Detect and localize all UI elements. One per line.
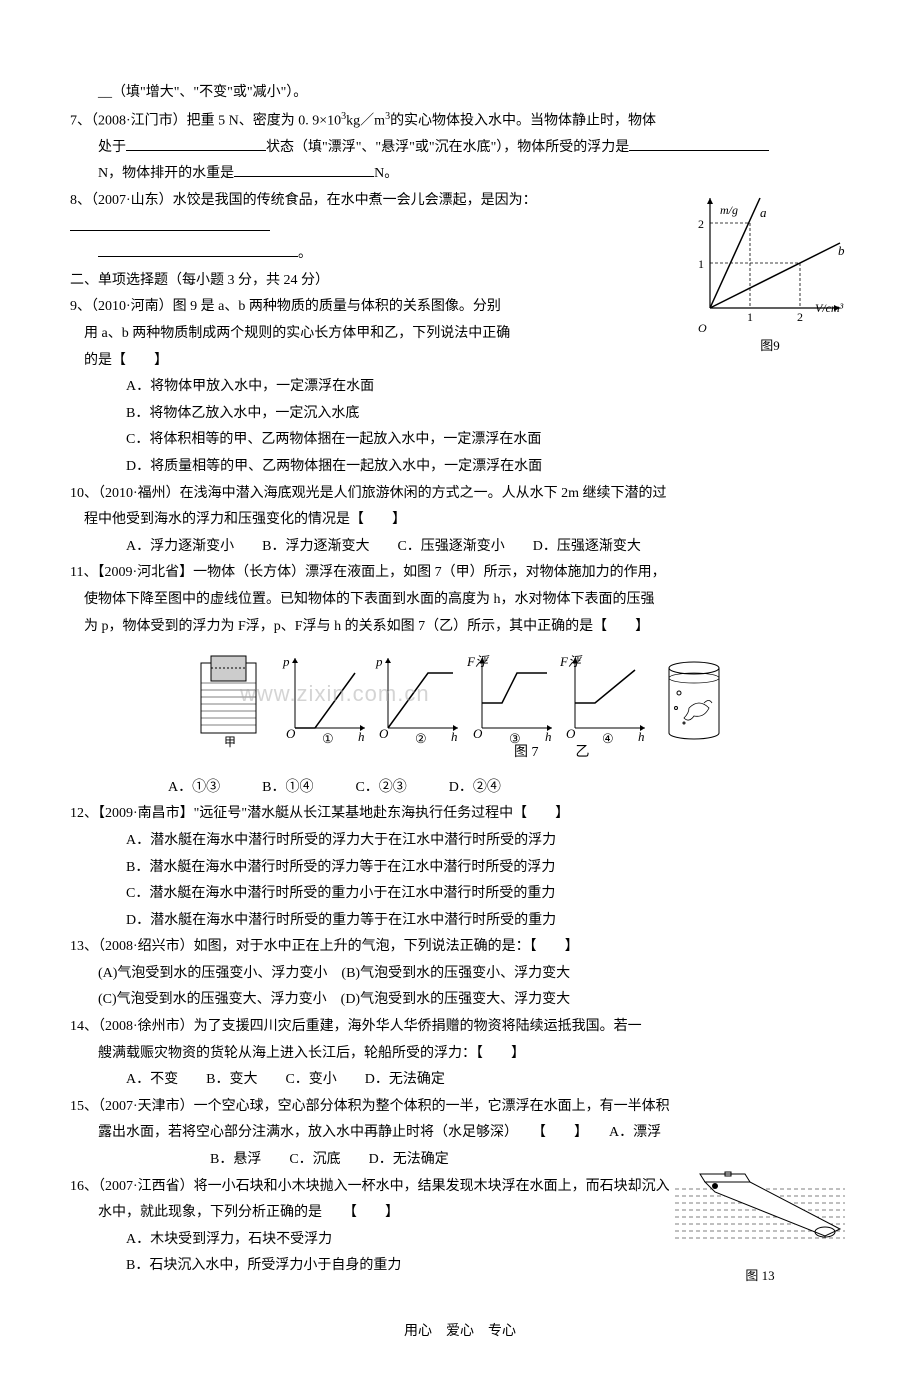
svg-text:O: O [286, 726, 296, 741]
q7-t1: 7、（2008·江门市）把重 5 N、密度为 0. 9×10 [70, 113, 341, 128]
q13-l3: (C)气泡受到水的压强变大、浮力变小 (D)气泡受到水的压强变大、浮力变大 [70, 987, 850, 1014]
q12-l1: 12、【2009·南昌市】"远征号"潜水艇从长江某基地赴东海执行任务过程中【 】 [70, 801, 850, 828]
q12-B: B．潜水艇在海水中潜行时所受的浮力等于在江水中潜行时所受的浮力 [70, 855, 850, 882]
fig9-b: b [838, 239, 845, 264]
svg-text:2: 2 [698, 217, 704, 231]
fig7-yi: 乙 [576, 745, 590, 760]
q12-C: C．潜水艇在海水中潜行时所受的重力小于在江水中潜行时所受的重力 [70, 881, 850, 908]
q7-l3a: N，物体排开的水重是 [98, 166, 234, 181]
q8-tail: 。 [298, 246, 312, 261]
q10-l1: 10、（2010·福州）在浅海中潜入海底观光是人们旅游休闲的方式之一。人从水下 … [70, 481, 850, 508]
fig9-O: O [698, 317, 707, 340]
blank [126, 136, 266, 151]
q11-opts: A．①③ B．①④ C．②③ D．②④ [70, 775, 850, 802]
q8-stem: 8、（2007·山东）水饺是我国的传统食品，在水中煮一会儿会漂起，是因为： [70, 193, 537, 208]
fig9-xlabel: V/cm³ [815, 297, 843, 320]
blank [98, 242, 298, 257]
q7-l2a: 处于 [98, 140, 126, 155]
svg-text:F浮: F浮 [467, 654, 490, 669]
svg-text:p: p [375, 654, 383, 669]
svg-text:O: O [379, 726, 389, 741]
blank [234, 162, 374, 177]
q6-tail: __（填"增大"、"不变"或"减小"）。 [70, 80, 850, 107]
q7-t2: kg／m [346, 113, 385, 128]
q14-l1: 14、（2008·徐州市）为了支援四川灾后重建，海外华人华侨捐赠的物资将陆续运抵… [70, 1014, 850, 1041]
q10-opts: A．浮力逐渐变小 B．浮力逐渐变大 C．压强逐渐变小 D．压强逐渐变大 [70, 534, 850, 561]
blank [70, 216, 270, 231]
q7-l3b: N。 [374, 166, 398, 181]
q12-D: D．潜水艇在海水中潜行时所受的重力等于在江水中潜行时所受的重力 [70, 908, 850, 935]
q7-line3: N，物体排开的水重是 N。 [70, 161, 850, 188]
svg-text:2: 2 [797, 310, 803, 324]
svg-text:O: O [473, 726, 483, 741]
q15-l1: 15、（2007·天津市）一个空心球，空心部分体积为整个体积的一半，它漂浮在水面… [70, 1094, 850, 1121]
q11-l3: 为 p，物体受到的浮力为 F浮，p、F浮与 h 的关系如图 7（乙）所示，其中正… [70, 614, 850, 641]
q13-l1: 13、（2008·绍兴市）如图，对于水中正在上升的气泡，下列说法正确的是：【 】 [70, 934, 850, 961]
figure-7-row: www.zixin.com.cn 甲 p h O ① p h O ② F [70, 648, 850, 767]
q10-l2: 程中他受到海水的浮力和压强变化的情况是【 】 [70, 507, 850, 534]
q12-A: A．潜水艇在海水中潜行时所受的浮力大于在江水中潜行时所受的浮力 [70, 828, 850, 855]
svg-text:F浮: F浮 [560, 654, 583, 669]
fig9-ylabel: m/g [720, 199, 738, 222]
blank [629, 136, 769, 151]
q15-l2: 露出水面，若将空心部分注满水，放入水中再静止时将（水足够深） 【 】 A．漂浮 [70, 1120, 850, 1147]
q7-line1: 7、（2008·江门市）把重 5 N、密度为 0. 9×103kg／m3的实心物… [70, 107, 850, 135]
figure-9: 2 1 1 2 m/g a b V/cm³ O 图9 [690, 188, 850, 358]
q9-C: C．将体积相等的甲、乙两物体捆在一起放入水中，一定漂浮在水面 [70, 427, 850, 454]
fig9-caption: 图9 [690, 334, 850, 359]
svg-text:④: ④ [602, 731, 614, 746]
q11-l2: 使物体下降至图中的虚线位置。已知物体的下表面到水面的高度为 h，水对物体下表面的… [70, 587, 850, 614]
q11-l1: 11、【2009·河北省】一物体（长方体）漂浮在液面上，如图 7（甲）所示，对物… [70, 560, 850, 587]
q7-t3: 的实心物体投入水中。当物体静止时，物体 [390, 113, 656, 128]
svg-text:O: O [566, 726, 576, 741]
q7-l2b: 状态（填"漂浮"、"悬浮"或"沉在水底"），物体所受的浮力是 [266, 140, 629, 155]
svg-text:p: p [282, 654, 290, 669]
svg-text:h: h [638, 729, 645, 744]
q9-A: A．将物体甲放入水中，一定漂浮在水面 [70, 374, 850, 401]
page-footer: 用心 爱心 专心 [70, 1319, 850, 1346]
q9-D: D．将质量相等的甲、乙两物体捆在一起放入水中，一定漂浮在水面 [70, 454, 850, 481]
svg-text:1: 1 [698, 257, 704, 271]
fig7-caption: 图 7 [514, 745, 539, 760]
svg-text:甲: 甲 [224, 735, 236, 748]
figure-13: 图 13 [670, 1164, 850, 1289]
svg-text:1: 1 [747, 310, 753, 324]
fig13-caption: 图 13 [670, 1264, 850, 1289]
q14-l2: 艘满载赈灾物资的货轮从海上进入长江后，轮船所受的浮力：【 】 [70, 1041, 850, 1068]
q9-B: B．将物体乙放入水中，一定沉入水底 [70, 401, 850, 428]
fig9-a: a [760, 201, 767, 226]
q14-opts: A．不变 B．变大 C．变小 D．无法确定 [70, 1067, 850, 1094]
q7-line2: 处于 状态（填"漂浮"、"悬浮"或"沉在水底"），物体所受的浮力是 [70, 135, 850, 162]
q13-l2: (A)气泡受到水的压强变小、浮力变小 (B)气泡受到水的压强变小、浮力变大 [70, 961, 850, 988]
